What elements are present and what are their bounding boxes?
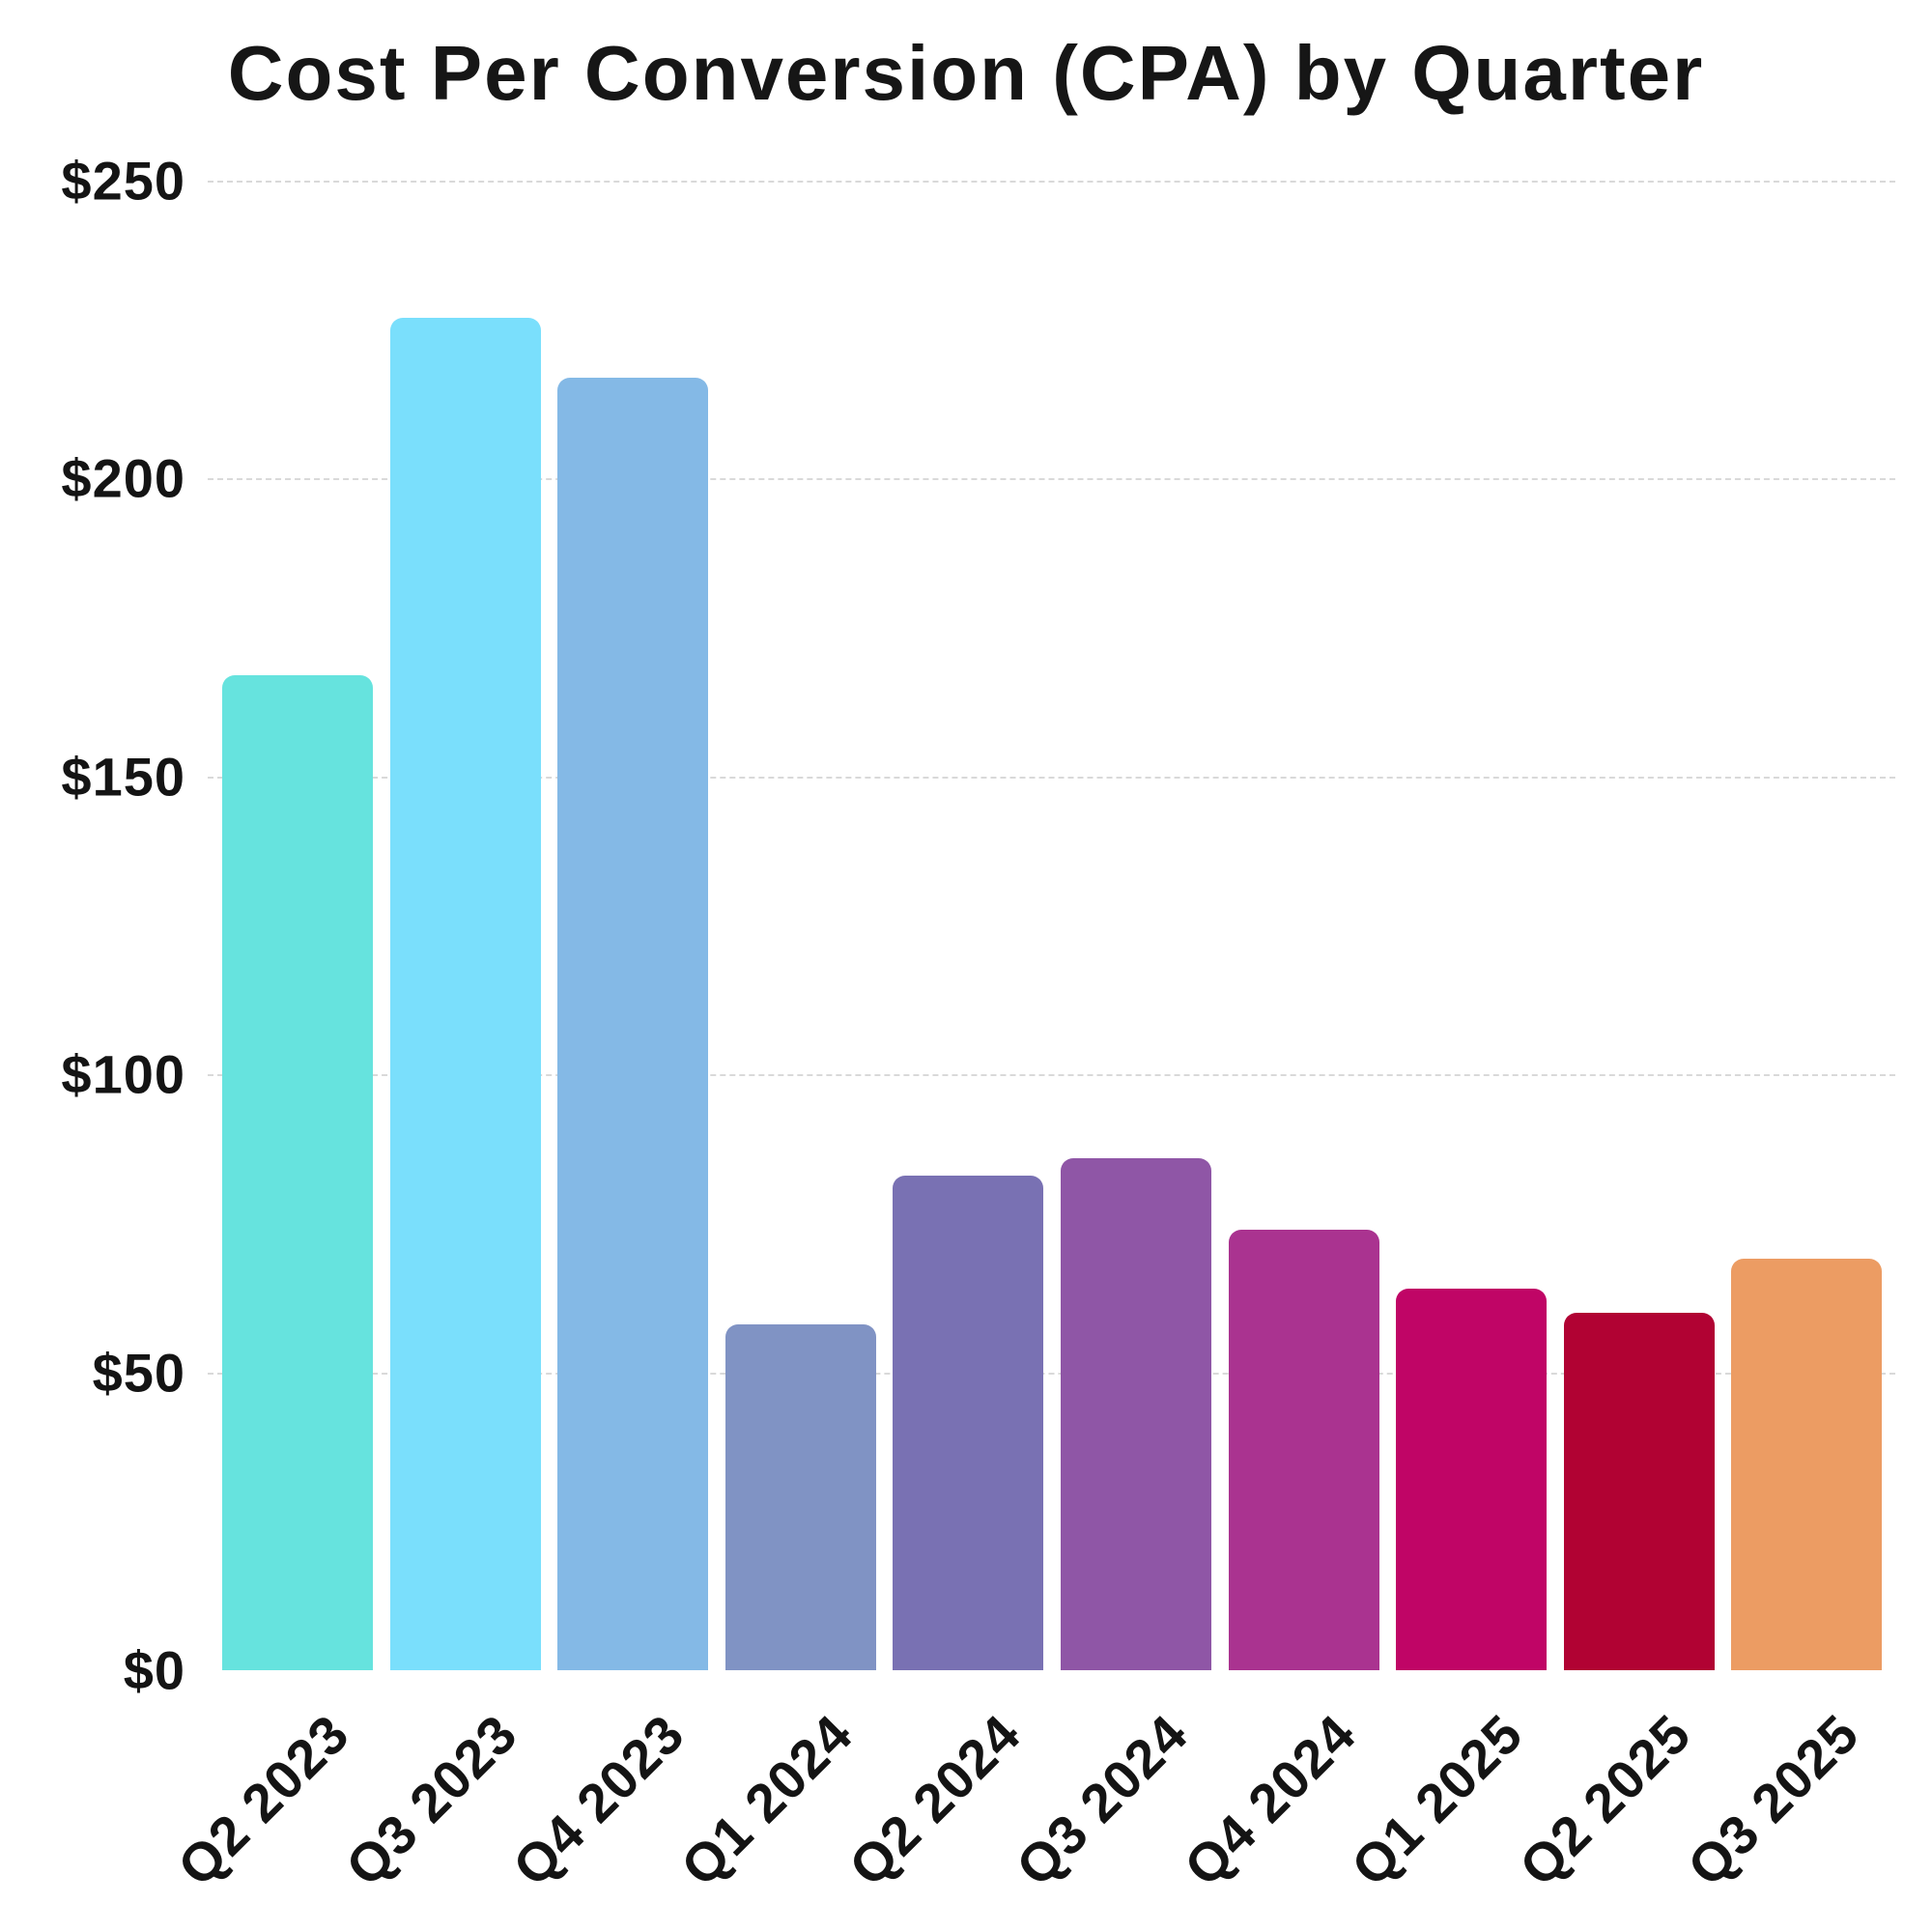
y-axis-tick-200: $200: [61, 447, 185, 509]
bar-q3-2023: [389, 317, 541, 1670]
y-axis-tick-0: $0: [123, 1639, 185, 1701]
y-axis-tick-50: $50: [92, 1342, 185, 1404]
x-axis-tick-q3-2024: Q3 2024: [1004, 1702, 1200, 1898]
gridline-200: [208, 478, 1895, 481]
chart-title: Cost Per Conversion (CPA) by Quarter: [227, 30, 1705, 116]
x-axis-tick-q3-2025: Q3 2025: [1675, 1702, 1870, 1898]
bar-q1-2025: [1396, 1289, 1548, 1670]
x-axis-tick-q2-2024: Q2 2024: [837, 1702, 1032, 1898]
gridline-100: [208, 1074, 1895, 1077]
bar-q4-2024: [1228, 1229, 1379, 1670]
y-axis-tick-250: $250: [61, 150, 185, 212]
x-axis-tick-q1-2025: Q1 2025: [1340, 1702, 1535, 1898]
bar-q2-2024: [893, 1176, 1044, 1670]
gridline-50: [208, 1372, 1895, 1375]
x-axis-tick-q2-2023: Q2 2023: [165, 1702, 361, 1898]
bar-q2-2023: [222, 674, 373, 1670]
gridline-250: [208, 181, 1895, 183]
y-axis-tick-150: $150: [61, 746, 185, 808]
bar-q3-2025: [1731, 1259, 1883, 1670]
bar-q4-2023: [557, 377, 709, 1670]
gridline-150: [208, 776, 1895, 779]
bar-q1-2024: [724, 1324, 876, 1670]
x-axis-tick-q2-2025: Q2 2025: [1507, 1702, 1703, 1898]
bar-q2-2025: [1563, 1312, 1715, 1670]
bar-q3-2024: [1061, 1157, 1211, 1670]
x-axis-tick-q3-2023: Q3 2023: [333, 1702, 528, 1898]
x-axis-tick-q4-2024: Q4 2024: [1172, 1702, 1367, 1898]
x-axis-tick-q4-2023: Q4 2023: [501, 1702, 696, 1898]
y-axis-tick-100: $100: [61, 1043, 185, 1105]
x-axis-tick-q1-2024: Q1 2024: [668, 1702, 865, 1898]
